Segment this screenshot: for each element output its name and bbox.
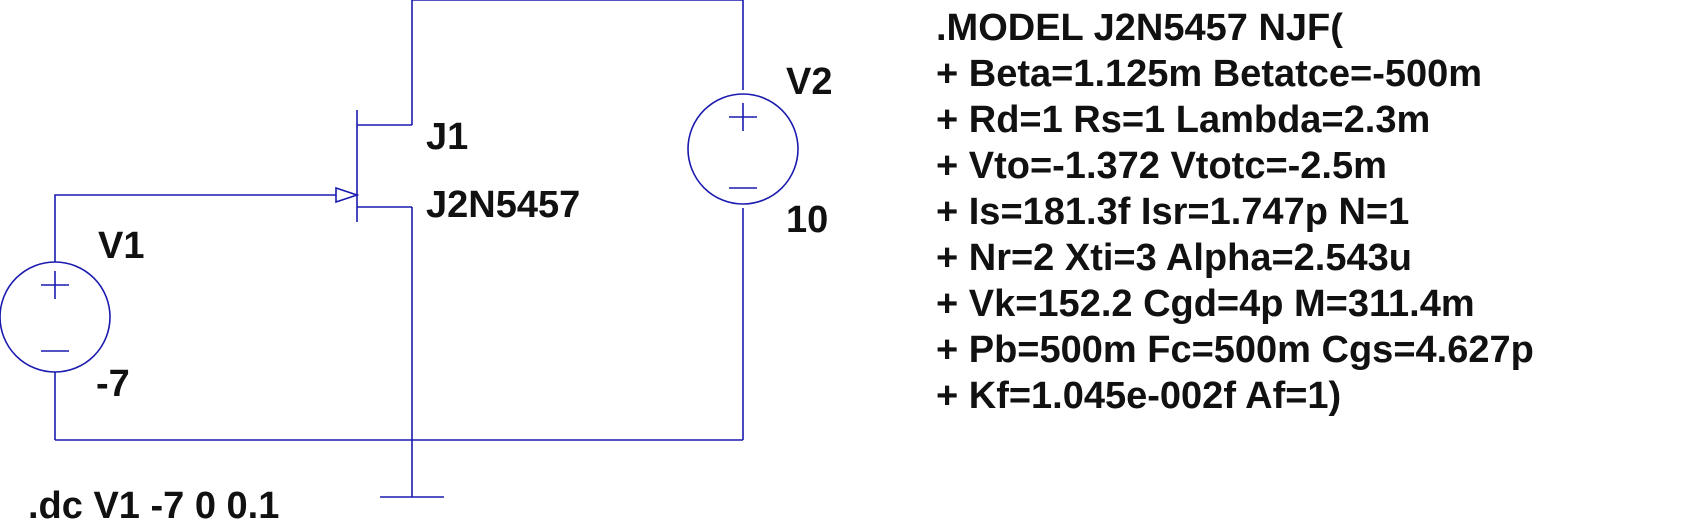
dc-sweep-directive[interactable]: .dc V1 -7 0 0.1 [28, 485, 279, 523]
model-line: + Vto=-1.372 Vtotc=-2.5m [936, 145, 1387, 187]
model-line: .MODEL J2N5457 NJF( [936, 7, 1343, 49]
v2-value-label: 10 [786, 199, 828, 241]
v2-circle [687, 93, 799, 205]
model-line: + Kf=1.045e-002f Af=1) [936, 375, 1341, 417]
voltage-source-v2-symbol[interactable] [687, 93, 799, 205]
model-line: + Pb=500m Fc=500m Cgs=4.627p [936, 329, 1534, 371]
jfet-gate-arrow-icon [335, 186, 360, 204]
model-line: + Rd=1 Rs=1 Lambda=2.3m [936, 99, 1430, 141]
model-line: + Vk=152.2 Cgd=4p M=311.4m [936, 283, 1475, 325]
model-line: + Nr=2 Xti=3 Alpha=2.543u [936, 237, 1412, 279]
j1-model-label: J2N5457 [426, 184, 580, 226]
v2-name-label: V2 [786, 61, 832, 103]
wire-gate [54, 194, 336, 262]
wire-drain-top [411, 0, 744, 125]
v1-value-label: -7 [96, 363, 130, 405]
v1-name-label: V1 [98, 225, 144, 267]
model-definition-block[interactable]: .MODEL J2N5457 NJF( + Beta=1.125m Betatc… [936, 7, 1534, 417]
model-line: + Beta=1.125m Betatce=-500m [936, 53, 1482, 95]
j1-name-label: J1 [426, 116, 468, 158]
model-line: + Is=181.3f Isr=1.747p N=1 [936, 191, 1409, 233]
voltage-source-v1-symbol[interactable] [0, 261, 111, 373]
wires [54, 0, 744, 497]
jfet-j1-symbol[interactable] [335, 110, 412, 222]
v1-circle [0, 261, 111, 373]
